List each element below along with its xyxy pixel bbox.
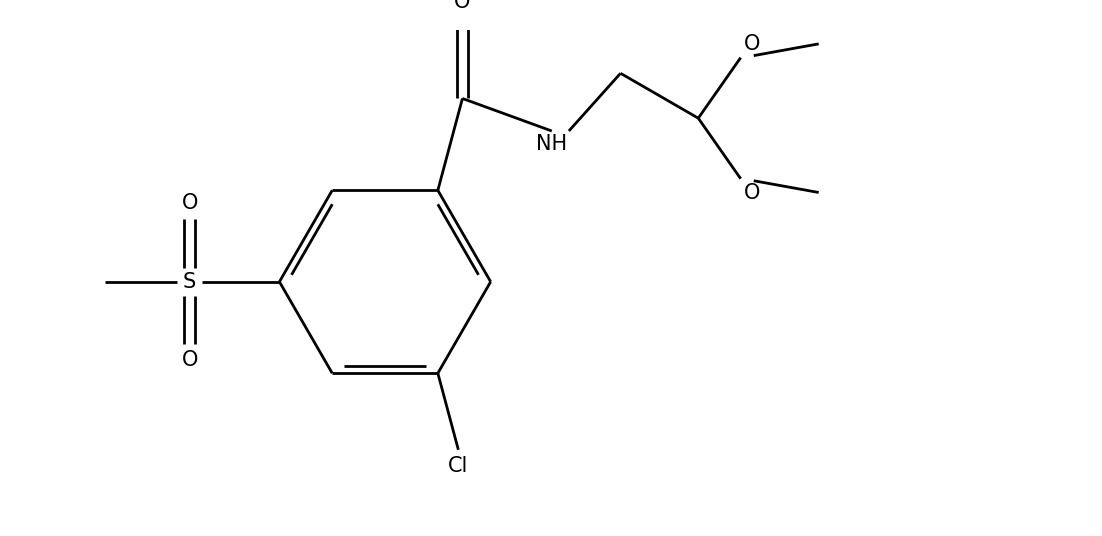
Text: O: O [182, 350, 198, 370]
Text: O: O [744, 183, 760, 203]
Text: O: O [454, 0, 471, 12]
Text: O: O [182, 193, 198, 213]
Text: Cl: Cl [449, 456, 468, 476]
Text: S: S [183, 272, 196, 292]
Text: NH: NH [537, 134, 568, 154]
Text: O: O [744, 34, 760, 54]
